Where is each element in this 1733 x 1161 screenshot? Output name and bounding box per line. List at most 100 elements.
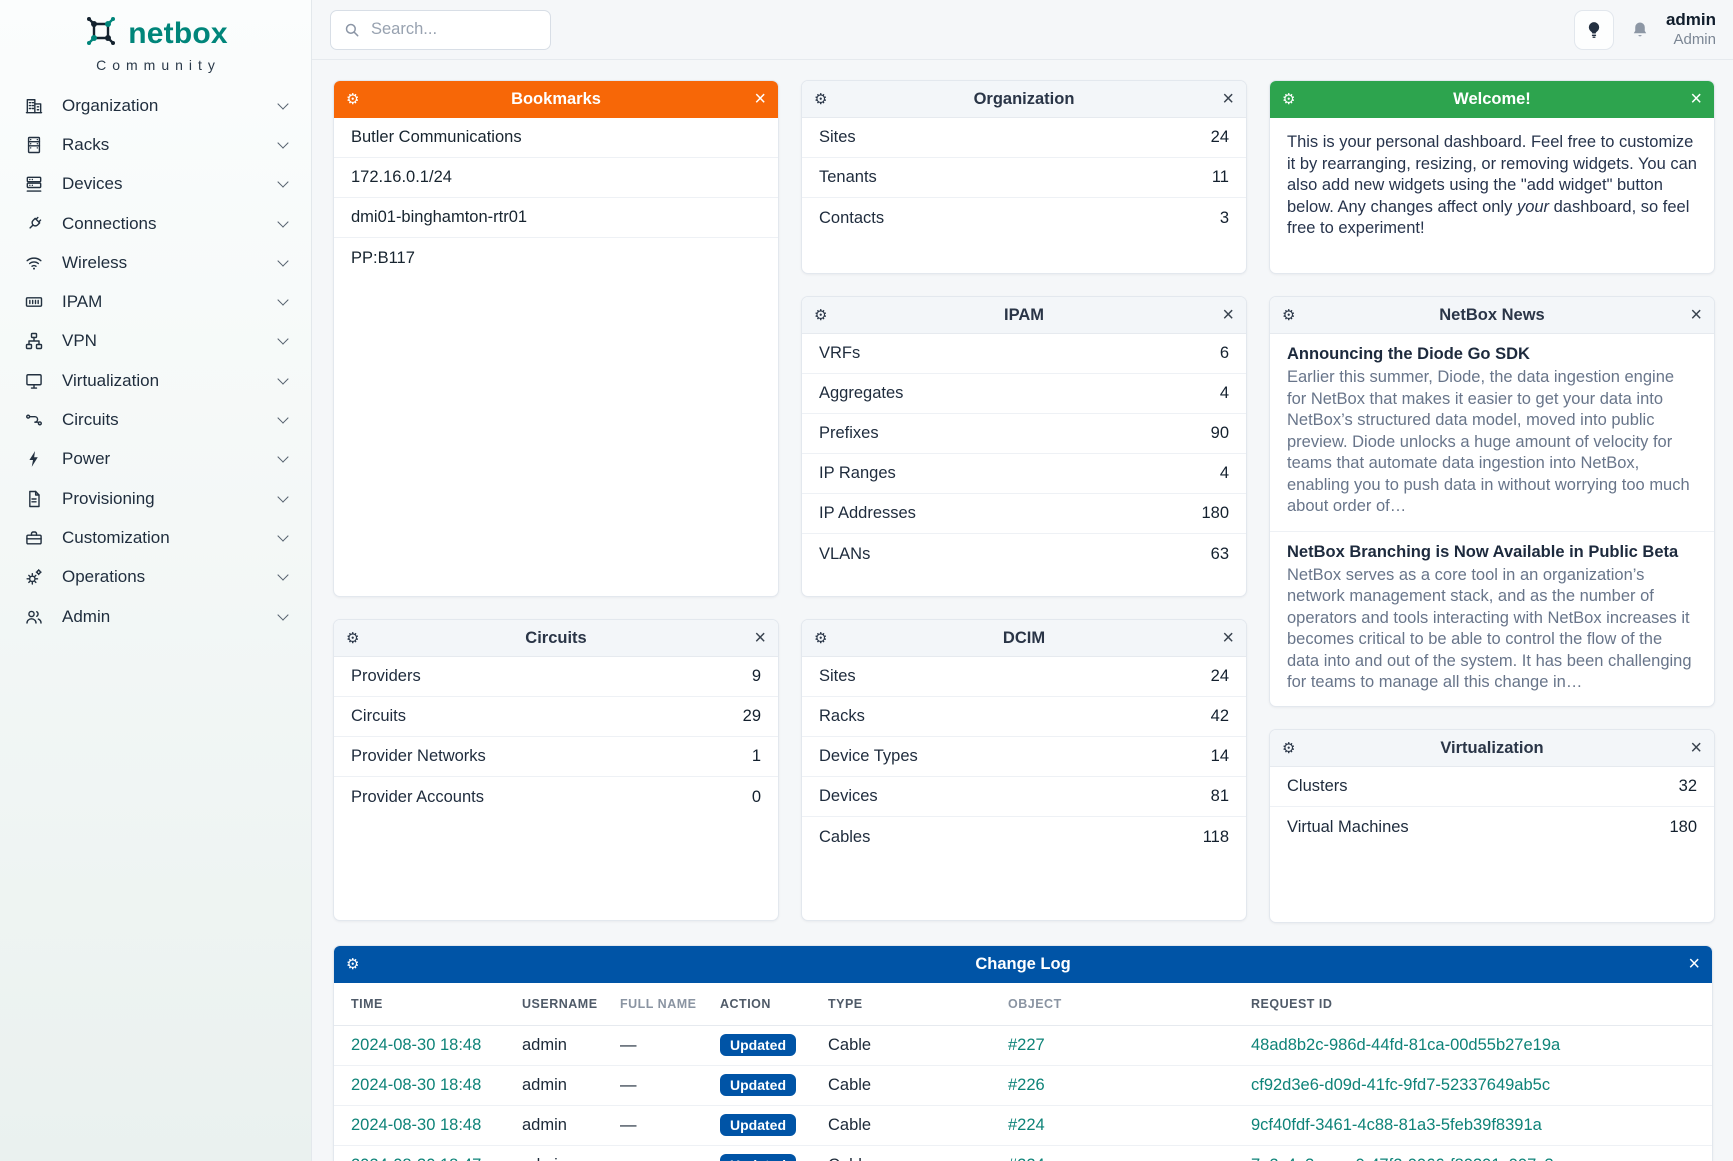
stat-label[interactable]: Tenants <box>819 168 877 186</box>
stat-value[interactable]: 24 <box>1210 667 1229 685</box>
stat-label[interactable]: Device Types <box>819 747 918 765</box>
sidebar-item[interactable]: Wireless <box>0 243 311 282</box>
stat-label[interactable]: VLANs <box>819 544 871 563</box>
news-headline[interactable]: Announcing the Diode Go SDK <box>1287 345 1530 363</box>
stat-label[interactable]: IP Ranges <box>819 464 896 482</box>
search-box[interactable] <box>330 9 551 50</box>
stat-label[interactable]: IP Addresses <box>819 504 916 522</box>
stat-value[interactable]: 14 <box>1210 747 1229 765</box>
stat-value[interactable]: 90 <box>1210 424 1229 442</box>
stat-label[interactable]: Circuits <box>351 707 407 725</box>
stat-label[interactable]: Racks <box>819 707 865 725</box>
gear-icon[interactable]: ⚙ <box>346 629 360 647</box>
gear-icon[interactable]: ⚙ <box>814 306 828 324</box>
stat-value[interactable]: 180 <box>1669 817 1697 836</box>
sidebar-item[interactable]: Racks <box>0 125 311 164</box>
sidebar-item[interactable]: Power <box>0 440 311 479</box>
stat-value[interactable]: 24 <box>1210 128 1229 146</box>
stat-value[interactable]: 180 <box>1201 504 1229 522</box>
stat-value[interactable]: 6 <box>1219 344 1229 362</box>
stat-label[interactable]: Clusters <box>1287 777 1348 795</box>
gear-icon[interactable]: ⚙ <box>346 90 360 108</box>
stat-label[interactable]: Provider Accounts <box>351 787 484 806</box>
time-link[interactable]: 2024-08-30 18:47 <box>351 1156 481 1161</box>
sidebar-item[interactable]: Organization <box>0 86 311 125</box>
close-icon[interactable]: × <box>754 627 766 649</box>
close-icon[interactable]: × <box>1690 737 1702 759</box>
time-link[interactable]: 2024-08-30 18:48 <box>351 1075 482 1094</box>
sidebar-item[interactable]: Virtualization <box>0 361 311 400</box>
stat-value[interactable]: 32 <box>1678 777 1697 795</box>
stat-label[interactable]: Provider Networks <box>351 747 486 765</box>
sidebar-item[interactable]: Provisioning <box>0 479 311 518</box>
object-link[interactable]: #226 <box>1008 1075 1045 1094</box>
welcome-text-italic: your <box>1516 197 1550 216</box>
user-menu[interactable]: admin Admin <box>1666 10 1716 48</box>
stat-label[interactable]: Prefixes <box>819 424 879 442</box>
stat-label[interactable]: Cables <box>819 827 871 846</box>
stat-value[interactable]: 29 <box>742 707 761 725</box>
stat-value[interactable]: 4 <box>1219 464 1229 482</box>
stat-value[interactable]: 118 <box>1202 827 1229 846</box>
gear-icon[interactable]: ⚙ <box>1282 90 1296 108</box>
bookmark-item[interactable]: dmi01-binghamton-rtr01 <box>334 198 778 238</box>
stat-label[interactable]: Providers <box>351 667 421 685</box>
news-headline[interactable]: NetBox Branching is Now Available in Pub… <box>1287 542 1679 561</box>
stat-value[interactable]: 4 <box>1219 384 1229 402</box>
stat-label[interactable]: Sites <box>819 667 856 685</box>
sidebar-item[interactable]: Devices <box>0 165 311 204</box>
stat-label[interactable]: VRFs <box>819 344 861 362</box>
stat-value[interactable]: 9 <box>751 667 761 685</box>
time-link[interactable]: 2024-08-30 18:48 <box>351 1115 482 1134</box>
bookmark-item[interactable]: 172.16.0.1/24 <box>334 158 778 198</box>
close-icon[interactable]: × <box>1222 304 1234 326</box>
search-input[interactable] <box>371 20 538 39</box>
close-icon[interactable]: × <box>1222 627 1234 649</box>
close-icon[interactable]: × <box>1690 304 1702 326</box>
gear-icon[interactable]: ⚙ <box>814 90 828 108</box>
sidebar-item[interactable]: Connections <box>0 204 311 243</box>
close-icon[interactable]: × <box>1688 953 1700 975</box>
stat-value[interactable]: 3 <box>1219 208 1229 227</box>
notifications-button[interactable] <box>1629 19 1651 41</box>
theme-toggle-button[interactable] <box>1573 9 1614 50</box>
request-id-link[interactable]: 9cf40fdf-3461-4c88-81a3-5feb39f8391a <box>1251 1115 1542 1134</box>
object-link[interactable]: #224 <box>1008 1156 1045 1161</box>
sidebar-item[interactable]: Admin <box>0 597 311 636</box>
stat-label[interactable]: Aggregates <box>819 384 904 402</box>
close-icon[interactable]: × <box>1222 88 1234 110</box>
stat-label[interactable]: Virtual Machines <box>1287 817 1409 836</box>
changelog-row: 2024-08-30 18:48 admin — Updated Cable #… <box>334 1065 1712 1106</box>
widget-title: Change Log <box>975 954 1071 973</box>
sidebar-item[interactable]: Circuits <box>0 400 311 439</box>
request-id-link[interactable]: cf92d3e6-d09d-41fc-9fd7-52337649ab5c <box>1251 1075 1551 1094</box>
bookmark-item[interactable]: PP:B117 <box>334 238 778 278</box>
stat-value[interactable]: 1 <box>751 747 761 765</box>
sidebar-item[interactable]: Operations <box>0 558 311 597</box>
stat-value[interactable]: 63 <box>1210 544 1229 563</box>
object-link[interactable]: #227 <box>1008 1035 1045 1054</box>
brand-name[interactable]: netbox <box>128 16 228 50</box>
sidebar-item[interactable]: Customization <box>0 518 311 557</box>
stat-value[interactable]: 81 <box>1210 787 1229 805</box>
gear-icon[interactable]: ⚙ <box>814 629 828 647</box>
request-id-link[interactable]: 48ad8b2c-986d-44fd-81ca-00d55b27e19a <box>1251 1035 1561 1054</box>
stat-value[interactable]: 42 <box>1210 707 1229 725</box>
sidebar-item[interactable]: VPN <box>0 322 311 361</box>
stat-value[interactable]: 11 <box>1211 168 1229 186</box>
request-id-link[interactable]: 7a2c4a3a-aac9-47f2-9966-f89391c997c3 <box>1251 1156 1554 1161</box>
news-item: Announcing the Diode Go SDK Earlier this… <box>1270 334 1714 532</box>
close-icon[interactable]: × <box>754 88 766 110</box>
sidebar-item[interactable]: IPAM <box>0 282 311 321</box>
gear-icon[interactable]: ⚙ <box>1282 739 1296 757</box>
gear-icon[interactable]: ⚙ <box>346 955 360 973</box>
gear-icon[interactable]: ⚙ <box>1282 306 1296 324</box>
time-link[interactable]: 2024-08-30 18:48 <box>351 1035 482 1054</box>
object-link[interactable]: #224 <box>1008 1115 1045 1134</box>
stat-label[interactable]: Sites <box>819 128 856 146</box>
bookmark-item[interactable]: Butler Communications <box>334 118 778 158</box>
stat-label[interactable]: Contacts <box>819 208 885 227</box>
close-icon[interactable]: × <box>1690 88 1702 110</box>
stat-label[interactable]: Devices <box>819 787 878 805</box>
stat-value[interactable]: 0 <box>751 787 761 806</box>
